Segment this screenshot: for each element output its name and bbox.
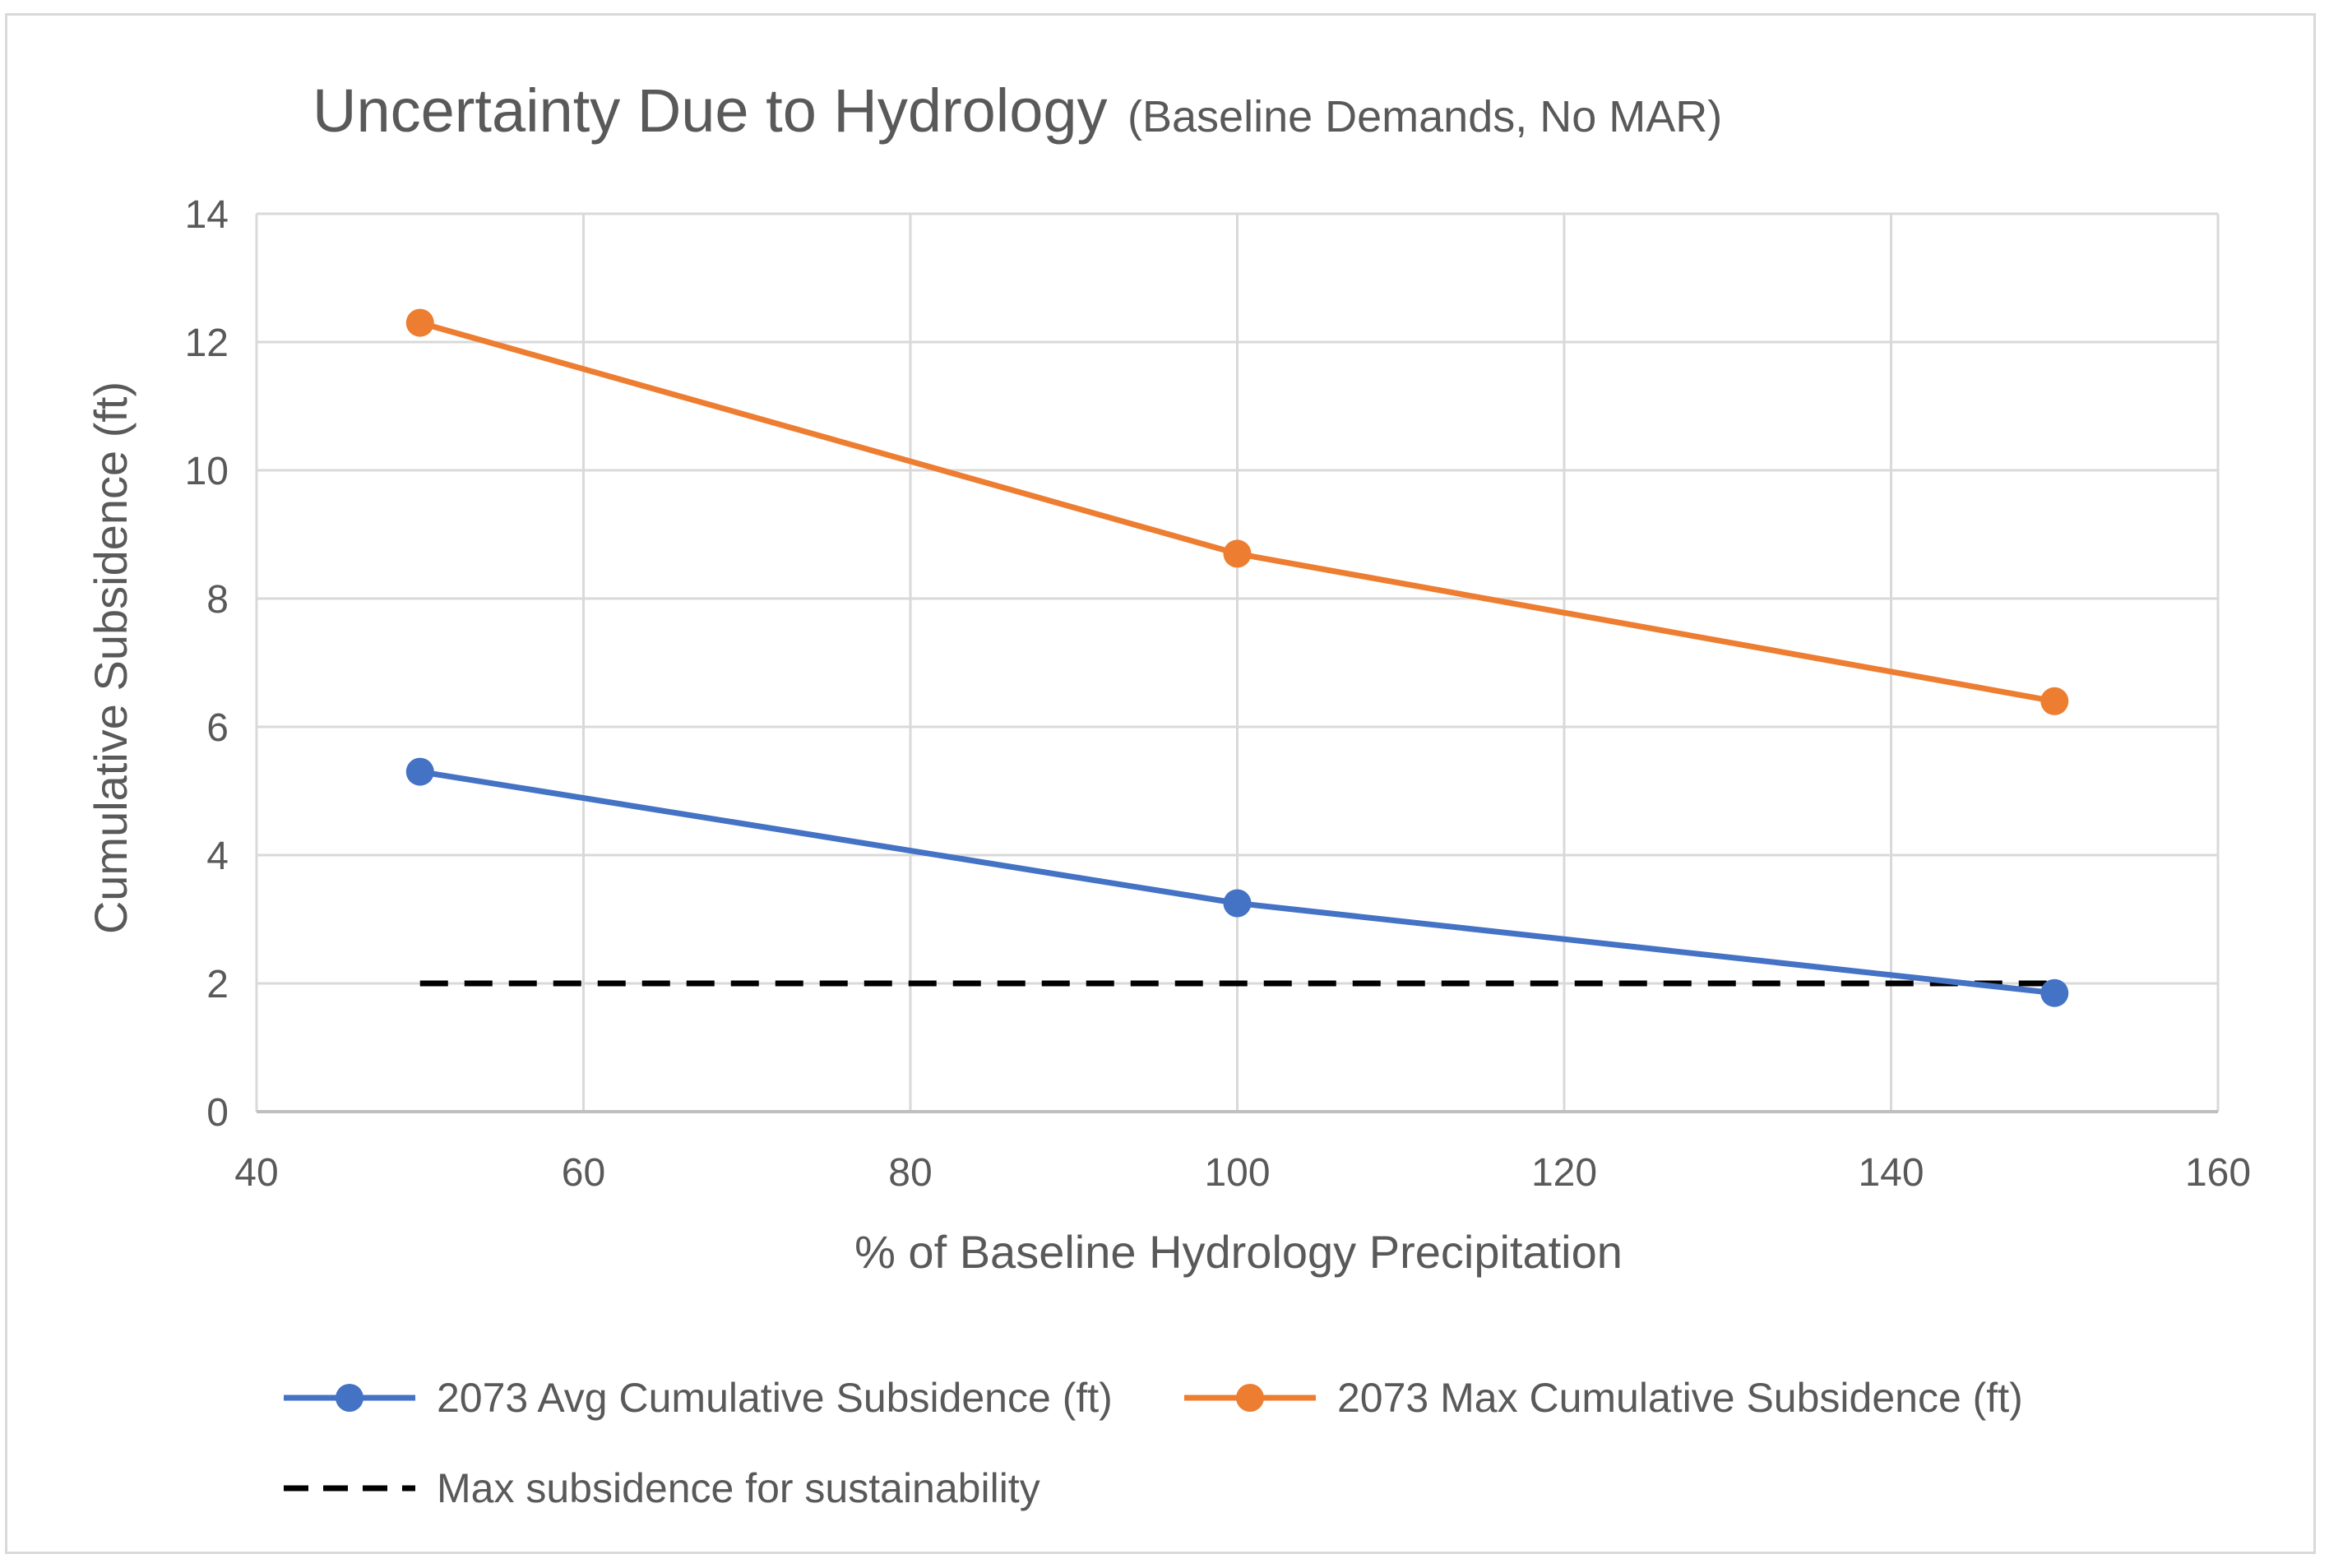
legend-entry-2: Max subsidence for sustainability	[284, 1465, 1040, 1511]
x-tick-label-140: 140	[1858, 1151, 1924, 1195]
y-axis-title: Cumulative Subsidence (ft)	[85, 382, 137, 934]
x-axis-title: % of Baseline Hydrology Precipitation	[854, 1226, 1623, 1278]
chart-title-main: Uncertainty Due to Hydrology	[313, 76, 1108, 145]
chart-title: Uncertainty Due to Hydrology (Baseline D…	[313, 76, 1722, 145]
x-tick-label-100: 100	[1204, 1151, 1270, 1195]
legend-label-1: 2073 Max Cumulative Subsidence (ft)	[1337, 1375, 2023, 1421]
y-tick-label-0: 0	[206, 1091, 229, 1135]
legend-label-2: Max subsidence for sustainability	[437, 1465, 1040, 1511]
tick-labels: 0 2 4 6 8 10 12 14 40 60 80 100 120 140 160	[185, 193, 2251, 1195]
series-1-point-50	[405, 308, 434, 337]
legend-entry-1: 2073 Max Cumulative Subsidence (ft)	[1184, 1375, 2023, 1421]
legend-label-0: 2073 Avg Cumulative Subsidence (ft)	[437, 1375, 1113, 1421]
chart-subtitle: (Baseline Demands, No MAR)	[1127, 92, 1722, 141]
y-tick-label-4: 4	[206, 835, 229, 878]
x-tick-label-60: 60	[562, 1151, 605, 1195]
series-1	[405, 308, 2069, 715]
y-tick-label-2: 2	[206, 963, 229, 1006]
x-tick-label-160: 160	[2185, 1151, 2251, 1195]
series-0-point-50	[405, 757, 434, 786]
series-1-point-100	[1223, 539, 1252, 568]
legend-entry-0: 2073 Avg Cumulative Subsidence (ft)	[284, 1375, 1113, 1421]
chart-frame	[5, 13, 2316, 1554]
series-0-point-100	[1223, 889, 1252, 918]
legend: 2073 Avg Cumulative Subsidence (ft) 2073 …	[284, 1375, 2023, 1511]
x-tick-label-40: 40	[234, 1151, 278, 1195]
x-tick-label-120: 120	[1531, 1151, 1597, 1195]
y-tick-label-14: 14	[185, 193, 229, 237]
y-tick-label-6: 6	[206, 706, 229, 750]
x-tick-label-80: 80	[888, 1151, 932, 1195]
y-tick-label-8: 8	[206, 578, 229, 622]
y-tick-label-10: 10	[185, 450, 229, 493]
data-series	[405, 308, 2069, 1007]
axes	[255, 212, 2220, 1113]
legend-marker-1	[1236, 1384, 1264, 1412]
y-tick-label-12: 12	[185, 321, 229, 365]
series-1-point-150	[2040, 687, 2069, 715]
series-0	[405, 757, 2069, 1007]
series-0-point-150	[2040, 978, 2069, 1007]
legend-marker-0	[336, 1384, 363, 1412]
